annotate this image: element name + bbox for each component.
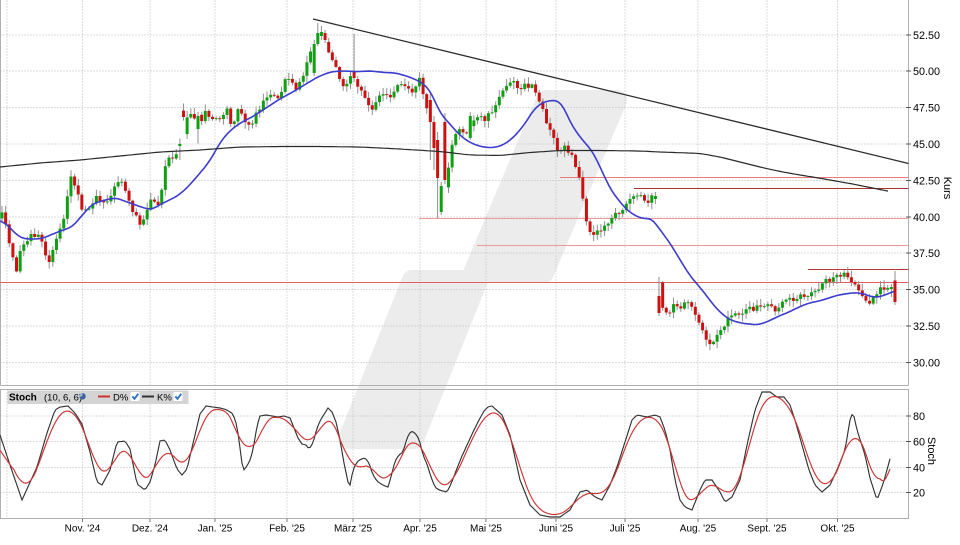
svg-text:K%: K%: [157, 393, 172, 404]
svg-text:(10, 6, 6): (10, 6, 6): [44, 393, 82, 404]
svg-text:Stoch: Stoch: [9, 393, 37, 404]
svg-text:Aug. '25: Aug. '25: [680, 524, 717, 535]
svg-text:80: 80: [913, 411, 925, 423]
svg-text:50.00: 50.00: [913, 66, 940, 78]
svg-text:37.50: 37.50: [913, 248, 940, 260]
svg-text:32.50: 32.50: [913, 321, 940, 333]
svg-text:Nov. '24: Nov. '24: [65, 524, 101, 535]
svg-text:Dez. '24: Dez. '24: [132, 524, 169, 535]
svg-text:Feb. '25: Feb. '25: [269, 524, 305, 535]
svg-text:Juni '25: Juni '25: [539, 524, 574, 535]
svg-text:Kurs: Kurs: [941, 177, 953, 200]
svg-text:Okt. '25: Okt. '25: [820, 524, 855, 535]
svg-text:47.50: 47.50: [913, 103, 940, 115]
svg-text:40.00: 40.00: [913, 212, 940, 224]
svg-text:Mai '25: Mai '25: [470, 524, 502, 535]
svg-text:30.00: 30.00: [913, 358, 940, 370]
svg-text:März '25: März '25: [334, 524, 372, 535]
svg-text:42.50: 42.50: [913, 176, 940, 188]
svg-text:52.50: 52.50: [913, 30, 940, 42]
svg-text:Sept. '25: Sept. '25: [747, 524, 787, 535]
svg-text:40: 40: [913, 463, 925, 475]
svg-text:Juli '25: Juli '25: [610, 524, 641, 535]
svg-text:35.00: 35.00: [913, 285, 940, 297]
svg-text:Jan. '25: Jan. '25: [198, 524, 233, 535]
svg-text:Apr. '25: Apr. '25: [403, 524, 437, 535]
svg-text:Stoch: Stoch: [925, 437, 937, 465]
svg-text:20: 20: [913, 488, 925, 500]
svg-text:60: 60: [913, 437, 925, 449]
svg-text:D%: D%: [113, 393, 129, 404]
svg-text:45.00: 45.00: [913, 139, 940, 151]
